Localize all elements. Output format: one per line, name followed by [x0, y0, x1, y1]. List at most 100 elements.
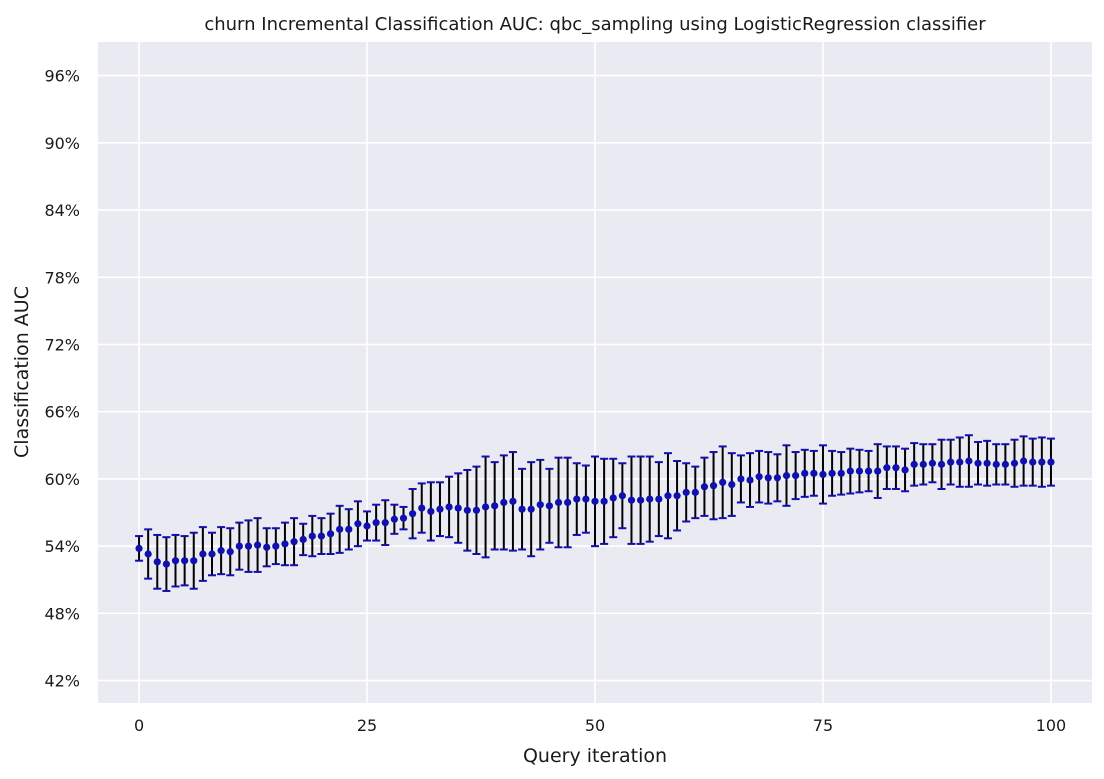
x-tick-label: 25: [357, 716, 377, 735]
data-point: [409, 510, 417, 518]
data-point: [764, 474, 772, 482]
data-point: [235, 542, 243, 550]
data-point: [792, 471, 800, 480]
data-point: [983, 459, 991, 467]
chart-title: churn Incremental Classification AUC: qb…: [204, 14, 986, 35]
y-tick-label: 54%: [44, 537, 80, 556]
data-point: [272, 542, 280, 550]
data-point: [992, 460, 1000, 468]
y-tick-labels: 42% 48% 54% 60% 66% 72% 78% 84% 90% 96%: [44, 67, 80, 691]
y-tick-label: 60%: [44, 470, 80, 489]
data-point: [363, 522, 371, 530]
data-point: [381, 519, 389, 527]
data-point: [901, 466, 909, 474]
x-axis-label: Query iteration: [523, 745, 667, 767]
data-point: [463, 506, 471, 514]
data-point: [244, 542, 253, 550]
y-tick-label: 90%: [44, 134, 80, 153]
data-point: [162, 560, 170, 568]
data-point: [591, 497, 599, 505]
data-point: [737, 475, 745, 483]
y-tick-label: 42%: [44, 672, 80, 691]
data-point: [263, 543, 271, 551]
data-point: [226, 548, 234, 556]
data-point: [336, 525, 344, 533]
data-point: [919, 460, 927, 468]
data-point: [1047, 458, 1055, 466]
data-point: [965, 457, 973, 465]
data-point: [299, 535, 307, 544]
data-point: [181, 557, 189, 565]
y-tick-label: 84%: [44, 201, 80, 220]
data-point: [801, 469, 809, 477]
x-tick-label: 50: [585, 716, 605, 735]
data-point: [837, 469, 845, 477]
x-tick-label: 75: [813, 716, 833, 735]
data-point: [974, 459, 982, 467]
data-point: [536, 501, 544, 509]
data-point: [399, 514, 408, 522]
data-point: [691, 488, 699, 496]
data-point: [910, 460, 918, 468]
data-point: [1038, 458, 1046, 466]
x-tick-label: 0: [134, 716, 144, 735]
data-point: [518, 505, 526, 513]
data-point: [664, 492, 672, 500]
data-point: [372, 519, 380, 527]
data-point: [773, 474, 781, 482]
data-point: [1029, 458, 1037, 466]
y-tick-label: 66%: [44, 403, 80, 422]
data-point: [892, 464, 900, 472]
data-point: [719, 478, 727, 486]
data-point: [418, 504, 426, 512]
data-point: [746, 476, 754, 484]
data-point: [500, 498, 508, 507]
data-point: [153, 558, 161, 566]
data-point: [1020, 457, 1028, 465]
data-point: [491, 502, 499, 510]
data-point: [636, 496, 645, 504]
data-point: [600, 497, 608, 505]
data-point: [509, 497, 517, 505]
y-tick-label: 72%: [44, 335, 80, 354]
data-point: [709, 482, 718, 490]
data-point: [782, 471, 791, 480]
data-point: [609, 494, 617, 502]
data-point: [728, 480, 736, 489]
data-point: [436, 505, 444, 513]
y-axis-label: Classification AUC: [11, 286, 33, 458]
data-point: [481, 503, 490, 511]
data-point: [874, 467, 882, 475]
data-points: [135, 457, 1055, 568]
data-point: [527, 505, 535, 513]
data-point: [208, 550, 216, 558]
data-point: [454, 504, 462, 512]
data-point: [956, 458, 964, 466]
x-tick-label: 100: [1036, 716, 1067, 735]
data-point: [445, 503, 453, 511]
y-tick-label: 96%: [44, 67, 80, 86]
data-point: [427, 507, 435, 516]
data-point: [947, 458, 955, 466]
data-point: [928, 459, 937, 467]
data-point: [354, 520, 362, 528]
data-point: [618, 492, 626, 500]
y-tick-label: 78%: [44, 268, 80, 287]
data-point: [810, 469, 818, 477]
data-point: [217, 547, 225, 555]
data-point: [390, 515, 398, 523]
y-tick-label: 48%: [44, 604, 80, 623]
data-point: [627, 496, 636, 504]
data-point: [281, 540, 289, 548]
data-point: [135, 544, 143, 552]
data-point: [819, 470, 827, 479]
data-point: [290, 538, 298, 546]
data-point: [253, 541, 262, 549]
data-point: [573, 495, 581, 503]
data-point: [755, 473, 763, 481]
data-point: [554, 498, 563, 507]
data-point: [199, 550, 207, 558]
data-point: [564, 498, 572, 507]
data-point: [190, 557, 198, 565]
